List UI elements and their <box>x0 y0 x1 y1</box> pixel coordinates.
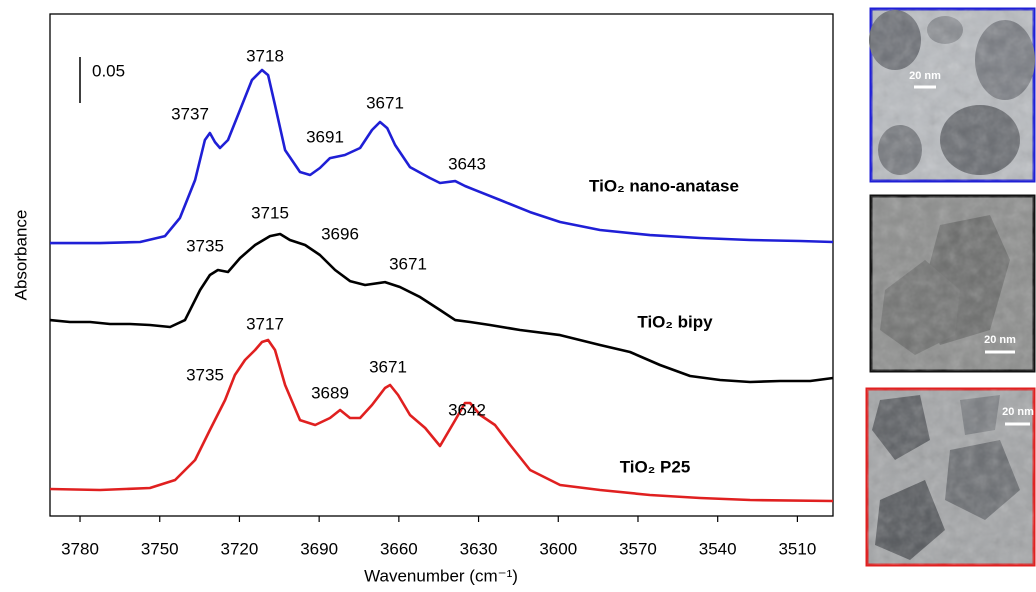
legend-label: TiO₂ nano-anatase <box>589 176 739 195</box>
plot-frame <box>50 14 833 516</box>
x-tick-label: 3570 <box>619 539 657 558</box>
x-tick-label: 3750 <box>141 539 179 558</box>
legend-label: TiO₂ bipy <box>637 312 713 331</box>
spectrum-line <box>50 234 833 382</box>
peak-label: 3735 <box>186 236 224 255</box>
texture <box>871 9 1034 181</box>
peak-label: 3671 <box>369 357 407 376</box>
peak-label: 3689 <box>311 383 349 402</box>
x-tick-label: 3690 <box>300 539 338 558</box>
x-axis-label: Wavenumber (cm⁻¹) <box>364 566 518 585</box>
micrograph-1 <box>869 9 1035 181</box>
x-tick-label: 3630 <box>460 539 498 558</box>
peak-label: 3735 <box>186 365 224 384</box>
peak-label: 3691 <box>306 127 344 146</box>
legend-label: TiO₂ P25 <box>620 457 691 476</box>
peak-label: 3737 <box>171 104 209 123</box>
x-tick-label: 3780 <box>61 539 99 558</box>
x-tick-label: 3660 <box>380 539 418 558</box>
scale-bar-label: 0.05 <box>92 61 125 80</box>
spectrum-line <box>50 340 833 501</box>
peak-label: 3715 <box>251 203 289 222</box>
peak-label: 3718 <box>246 46 284 65</box>
x-tick-label: 3510 <box>778 539 816 558</box>
scale-label: 20 nm <box>909 70 941 82</box>
peak-label: 3643 <box>448 154 486 173</box>
x-tick-label: 3600 <box>539 539 577 558</box>
x-tick-label: 3720 <box>221 539 259 558</box>
peak-label: 3642 <box>448 400 486 419</box>
spectrum-line <box>50 70 833 243</box>
x-tick-label: 3540 <box>699 539 737 558</box>
scale-label: 20 nm <box>984 334 1016 346</box>
y-axis-label: Absorbance <box>11 210 30 301</box>
peak-label: 3717 <box>246 314 284 333</box>
figure: Absorbance Wavenumber (cm⁻¹) 20 nm 20 nm… <box>0 0 1036 592</box>
peak-label: 3671 <box>366 93 404 112</box>
peak-label: 3671 <box>389 254 427 273</box>
peak-label: 3696 <box>321 224 359 243</box>
scale-label: 20 nm <box>1002 406 1034 418</box>
